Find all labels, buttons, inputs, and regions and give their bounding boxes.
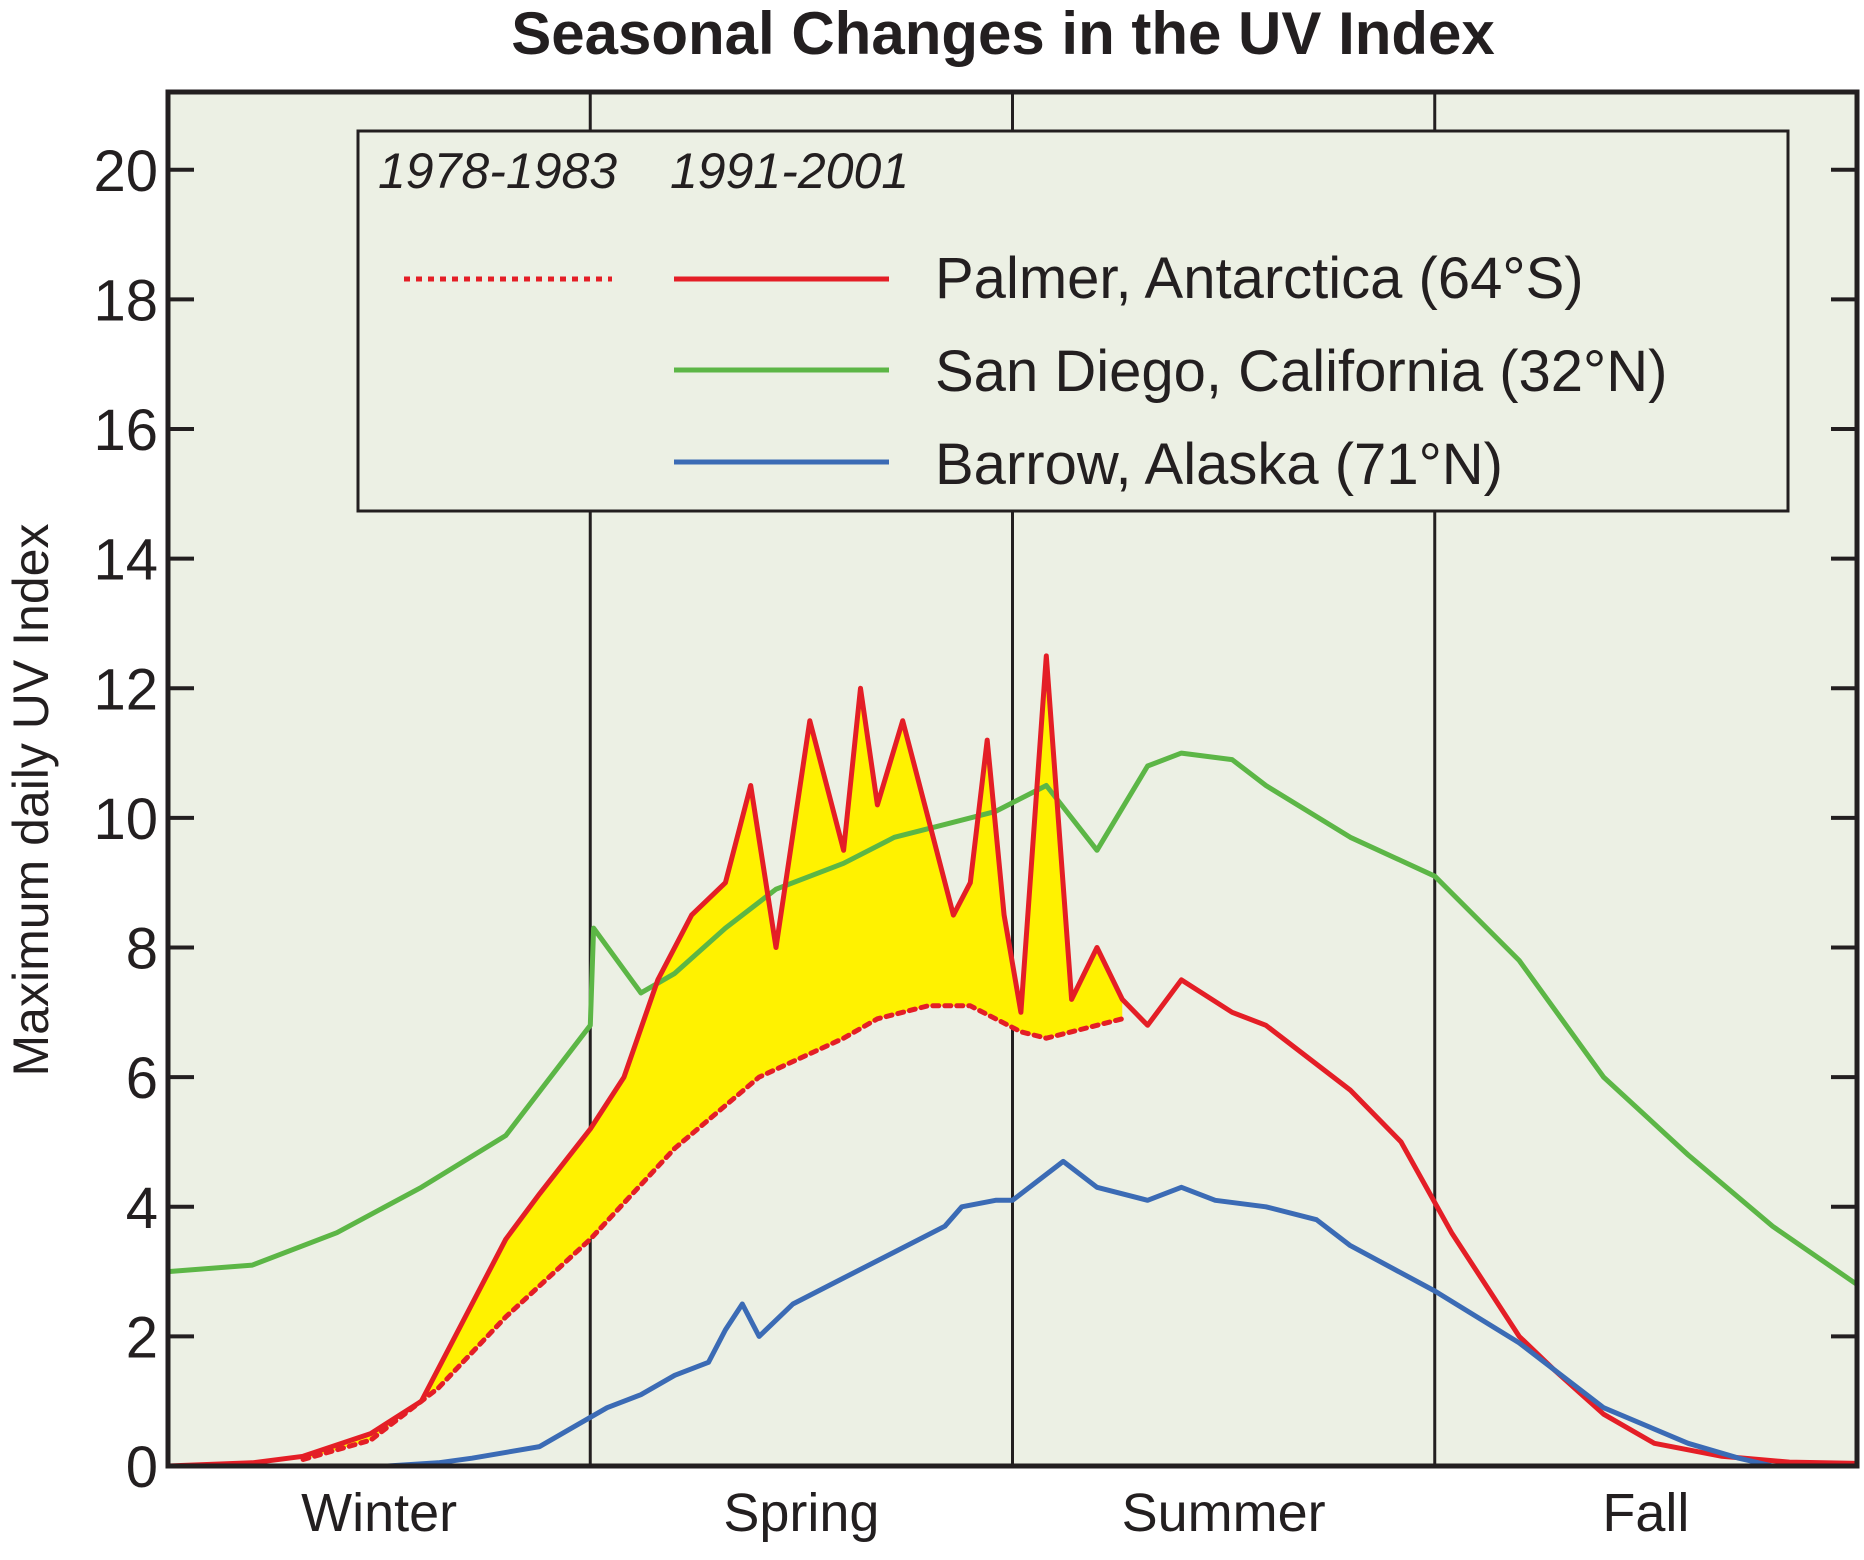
y-tick-label: 18: [93, 268, 158, 333]
x-tick-label-spring: Spring: [723, 1483, 879, 1543]
legend-label-barrow: Barrow, Alaska (71°N): [935, 432, 1503, 497]
plot-frame: [165, 89, 1860, 1469]
series-line-0: [165, 750, 1860, 1287]
legend-period-1991-2001: 1991-2001: [670, 143, 909, 199]
y-tick-label: 12: [93, 657, 158, 722]
series-layer: [165, 653, 1860, 1469]
series-line-2: [300, 1003, 1125, 1462]
y-axis-title: Maximum daily UV Index: [3, 524, 59, 1077]
y-tick-label: 8: [126, 917, 158, 982]
legend: 1978-1983 1991-2001 Palmer, Antarctica (…: [356, 129, 1790, 513]
series-line-3: [385, 1158, 1775, 1469]
fill-area: [303, 666, 1123, 1460]
legend-box: [356, 129, 1790, 513]
chart-title: Seasonal Changes in the UV Index: [511, 0, 1495, 67]
y-tick-label: 10: [93, 787, 158, 852]
y-tick-label: 16: [93, 398, 158, 463]
x-tick-label-fall: Fall: [1602, 1483, 1689, 1543]
series-line-1: [165, 653, 1860, 1469]
legend-period-1978-1983: 1978-1983: [378, 143, 617, 199]
y-tick-label: 2: [126, 1305, 158, 1370]
legend-label-san-diego: San Diego, California (32°N): [935, 339, 1667, 404]
x-tick-label-summer: Summer: [1122, 1483, 1326, 1543]
y-tick-label: 14: [93, 528, 158, 593]
palmer-increase-fill: [303, 666, 1123, 1460]
y-tick-label: 6: [126, 1046, 158, 1111]
y-tick-label: 4: [126, 1176, 158, 1241]
y-tick-label: 0: [126, 1435, 158, 1500]
x-tick-label-winter: Winter: [301, 1483, 457, 1543]
legend-label-palmer: Palmer, Antarctica (64°S): [935, 246, 1584, 311]
y-tick-label: 20: [93, 139, 158, 204]
